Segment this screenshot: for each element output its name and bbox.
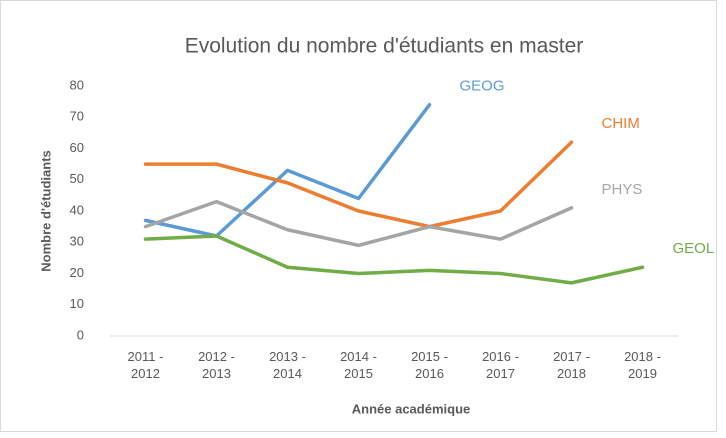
series-label: CHIM <box>602 115 640 132</box>
series-line <box>143 199 574 248</box>
x-tick-label: 2011 - 2012 <box>127 349 164 381</box>
series-label: GEOG <box>460 78 505 95</box>
y-tick-label: 0 <box>77 327 84 342</box>
y-tick-label: 70 <box>70 109 84 124</box>
series-label: GEOL <box>673 240 715 257</box>
chart-title: Evolution du nombre d'étudiants en maste… <box>185 35 584 58</box>
chart-border <box>0 0 717 432</box>
series-label: PHYS <box>602 181 643 198</box>
y-tick-label: 60 <box>70 140 84 155</box>
x-tick-label: 2014 - 2015 <box>340 349 377 381</box>
series-line <box>143 103 432 238</box>
y-tick-label: 30 <box>70 234 84 249</box>
y-tick-label: 20 <box>70 265 84 280</box>
y-tick-label: 50 <box>70 171 84 186</box>
series-line <box>143 234 645 285</box>
x-tick-label: 2015 - 2016 <box>411 349 448 381</box>
y-tick-label: 80 <box>70 77 84 92</box>
x-tick-label: 2012 - 2013 <box>198 349 235 381</box>
y-tick-label: 40 <box>70 202 84 217</box>
y-tick-label: 10 <box>70 296 84 311</box>
x-axis-title: Année académique <box>352 401 471 416</box>
y-axis-title: Nombre d'étudiants <box>38 150 53 272</box>
x-tick-label: 2018 - 2019 <box>624 349 661 381</box>
x-tick-label: 2016 - 2017 <box>482 349 519 381</box>
x-tick-label: 2017 - 2018 <box>553 349 590 381</box>
series-line <box>143 140 574 229</box>
x-tick-label: 2013 - 2014 <box>269 349 306 381</box>
